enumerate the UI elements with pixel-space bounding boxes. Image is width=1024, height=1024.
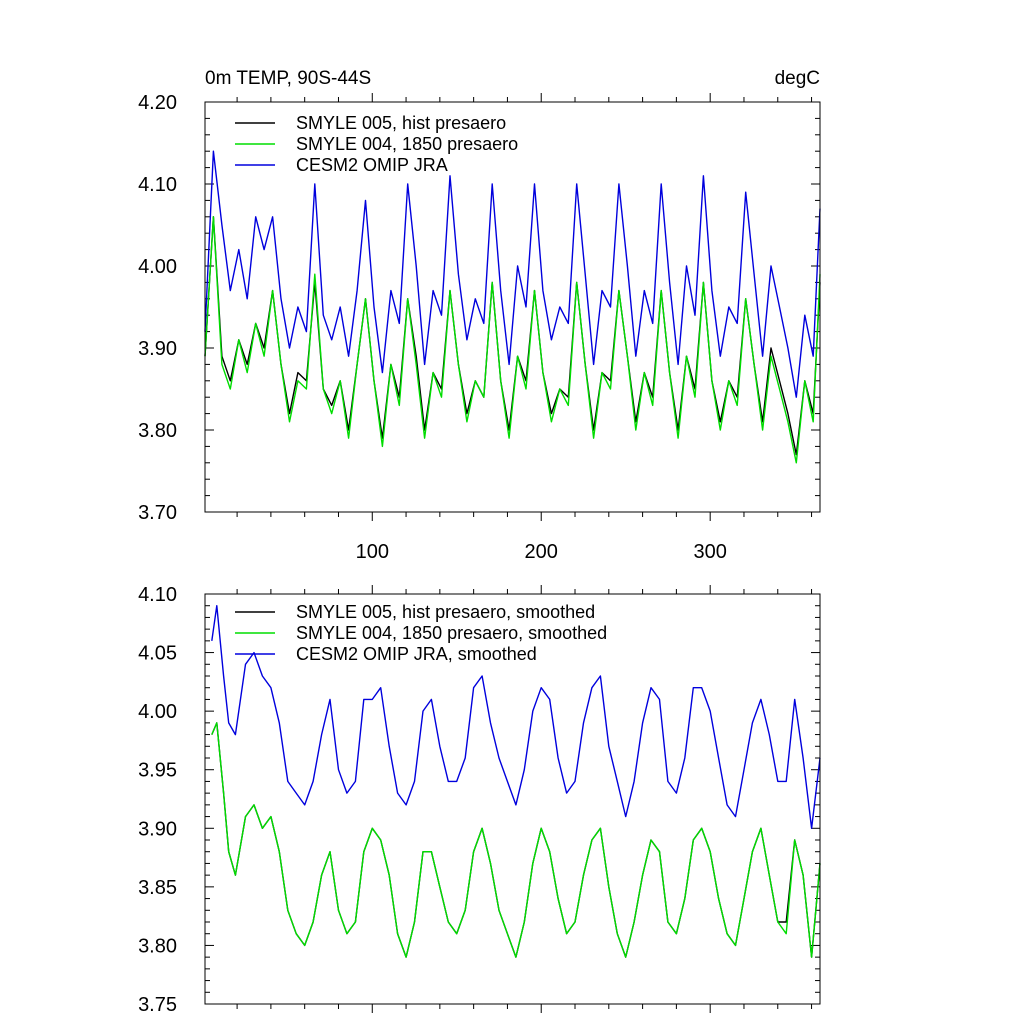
legend-label-0: SMYLE 005, hist presaero	[296, 113, 506, 133]
series-line-2	[211, 605, 821, 829]
series-line-1	[211, 722, 821, 958]
legend-label-1: SMYLE 004, 1850 presaero	[296, 134, 518, 154]
top-chart-title: 0m TEMP, 90S-44S	[205, 68, 371, 89]
x-tick-label: 100	[356, 541, 389, 563]
top-chart-units: degC	[775, 68, 820, 89]
y-tick-label: 3.90	[138, 818, 177, 840]
y-tick-label: 4.10	[138, 584, 177, 606]
series-line-2	[204, 150, 821, 398]
y-tick-label: 4.10	[138, 174, 177, 196]
y-tick-label: 3.70	[138, 502, 177, 524]
y-tick-label: 3.90	[138, 338, 177, 360]
y-tick-label: 4.20	[138, 92, 177, 114]
series-line-0	[211, 722, 821, 958]
legend-label-2: CESM2 OMIP JRA, smoothed	[296, 644, 537, 664]
y-tick-label: 4.00	[138, 701, 177, 723]
bottom-series	[211, 605, 821, 958]
y-tick-label: 3.80	[138, 420, 177, 442]
y-tick-label: 3.80	[138, 935, 177, 957]
x-tick-label: 200	[525, 541, 558, 563]
y-tick-label: 3.95	[138, 760, 177, 782]
y-tick-label: 4.00	[138, 256, 177, 278]
top-series	[204, 150, 821, 464]
top-axes: 3.70 3.80 3.90 4.00 4.10 4.20 100 200 300	[138, 92, 820, 563]
bottom-legend: SMYLE 005, hist presaero, smoothedSMYLE …	[235, 602, 607, 664]
top-panel: 0m TEMP, 90S-44S degC 3.70 3.80 3.90 4.00 4.…	[138, 68, 821, 563]
series-line-0	[204, 216, 821, 456]
y-tick-label: 3.75	[138, 994, 177, 1016]
legend-label-0: SMYLE 005, hist presaero, smoothed	[296, 602, 595, 622]
bottom-panel: 3.75 3.80 3.85 3.90 3.95 4.00 4.05 4.10 SMYLE 0…	[138, 584, 821, 1016]
x-tick-label: 300	[693, 541, 726, 563]
legend-label-1: SMYLE 004, 1850 presaero, smoothed	[296, 623, 607, 643]
bottom-axes: 3.75 3.80 3.85 3.90 3.95 4.00 4.05 4.10	[138, 584, 820, 1016]
y-tick-label: 3.85	[138, 877, 177, 899]
bottom-plot-frame	[204, 593, 821, 1005]
y-tick-label: 4.05	[138, 643, 177, 665]
series-line-1	[204, 216, 821, 464]
top-plot-frame	[204, 101, 821, 513]
legend-label-2: CESM2 OMIP JRA	[296, 155, 448, 175]
